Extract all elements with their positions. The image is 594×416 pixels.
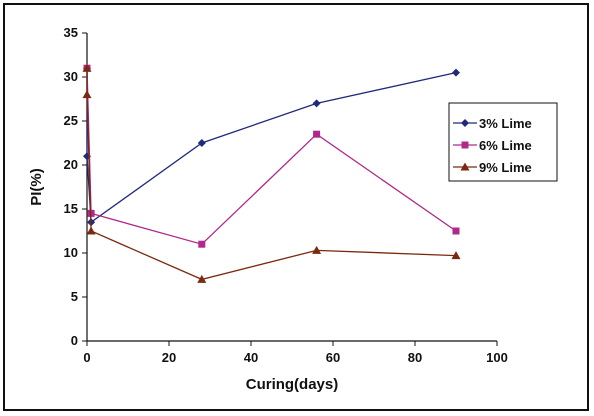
y-tick-label: 30 — [64, 69, 78, 84]
y-tick-label: 35 — [64, 25, 78, 40]
y-tick-label: 25 — [64, 113, 78, 128]
x-ticks: 0 20 40 60 80 100 — [83, 341, 508, 365]
axes — [86, 33, 497, 342]
legend-item: 9% Lime — [453, 160, 532, 175]
data-point — [198, 240, 206, 248]
x-tick-label: 60 — [326, 350, 340, 365]
data-point — [197, 139, 206, 147]
series-line — [86, 68, 457, 224]
chart-frame: 0 5 10 15 20 25 30 35 0 20 40 60 80 100 PI(%) Curing… — [3, 3, 589, 411]
legend-item: 6% Lime — [453, 138, 532, 153]
legend-item: 3% Lime — [453, 116, 532, 131]
y-tick-label: 15 — [64, 201, 78, 216]
data-point — [312, 99, 321, 108]
legend-marker — [461, 141, 469, 149]
series-line — [86, 68, 457, 281]
y-tick-label: 0 — [71, 333, 78, 348]
legend: 3% Lime 6% Lime 9% Lime — [448, 102, 558, 182]
series-3 — [82, 63, 461, 283]
data-point — [312, 245, 322, 254]
data-point — [452, 68, 460, 77]
x-axis-label: Curing(days) — [246, 376, 339, 393]
x-tick-label: 0 — [83, 350, 90, 365]
data-point — [86, 226, 96, 235]
data-point — [82, 63, 92, 72]
legend-marker — [461, 119, 469, 127]
data-point — [82, 90, 92, 99]
series-1 — [83, 64, 460, 227]
y-tick-label: 20 — [64, 157, 78, 172]
series-group — [82, 63, 461, 283]
legend-label: 6% Lime — [479, 138, 532, 153]
x-tick-label: 100 — [486, 350, 508, 365]
data-point — [452, 227, 460, 235]
legend-label: 9% Lime — [479, 160, 532, 175]
data-point — [451, 251, 461, 260]
y-ticks: 0 5 10 15 20 25 30 35 — [64, 25, 87, 348]
x-tick-label: 20 — [162, 350, 176, 365]
y-axis-label: PI(%) — [28, 168, 45, 206]
x-tick-label: 40 — [244, 350, 258, 365]
data-point — [313, 130, 321, 138]
y-tick-label: 10 — [64, 245, 78, 260]
series-2 — [83, 64, 460, 248]
line-chart: 0 5 10 15 20 25 30 35 0 20 40 60 80 100 PI(%) Curing… — [28, 25, 558, 393]
data-point — [197, 274, 207, 283]
x-tick-label: 80 — [408, 350, 422, 365]
legend-label: 3% Lime — [479, 116, 532, 131]
y-tick-label: 5 — [71, 289, 78, 304]
series-line — [86, 68, 457, 245]
legend-marker — [460, 162, 470, 171]
